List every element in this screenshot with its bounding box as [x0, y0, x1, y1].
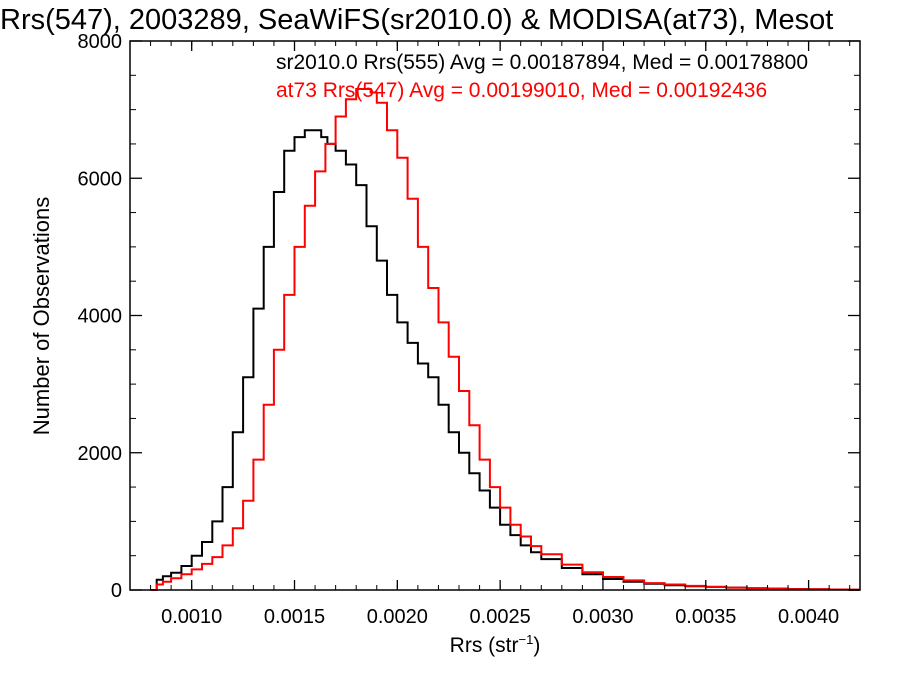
x-tick-label: 0.0030 — [572, 606, 633, 628]
x-axis-label-superscript: −1 — [519, 632, 534, 647]
y-tick-label: 8000 — [78, 31, 123, 53]
x-axis-label-tail: ) — [533, 634, 540, 657]
y-axis-label: Number of Observations — [29, 197, 54, 435]
x-tick-label: 0.0035 — [675, 606, 736, 628]
y-axis-ticks: 0 2000 4000 6000 8000 — [78, 31, 860, 602]
y-tick-label: 4000 — [78, 306, 123, 328]
legend-annotation-at73: at73 Rrs(547) Avg = 0.00199010, Med = 0.… — [276, 79, 767, 102]
legend-annotation-sr2010: sr2010.0 Rrs(555) Avg = 0.00187894, Med … — [276, 51, 808, 74]
x-tick-label: 0.0015 — [264, 606, 325, 628]
x-axis-label: Rrs (str−1) — [450, 632, 541, 657]
y-tick-label: 2000 — [78, 443, 123, 465]
x-tick-label: 0.0010 — [161, 606, 222, 628]
y-tick-label: 6000 — [78, 168, 123, 190]
plot-series-group — [150, 88, 860, 591]
x-axis-ticks: 0.0010 0.0015 0.0020 0.0025 0.0030 0.0035 0.00… — [150, 41, 851, 628]
histogram-series-1 — [150, 88, 860, 591]
y-tick-label: 0 — [111, 580, 122, 602]
x-axis-label-main: Rrs (str — [450, 634, 519, 657]
chart-title: Rrs(547), 2003289, SeaWiFS(sr2010.0) & M… — [0, 4, 833, 36]
x-tick-label: 0.0020 — [367, 606, 428, 628]
x-tick-label: 0.0040 — [778, 606, 839, 628]
x-tick-label: 0.0025 — [470, 606, 531, 628]
